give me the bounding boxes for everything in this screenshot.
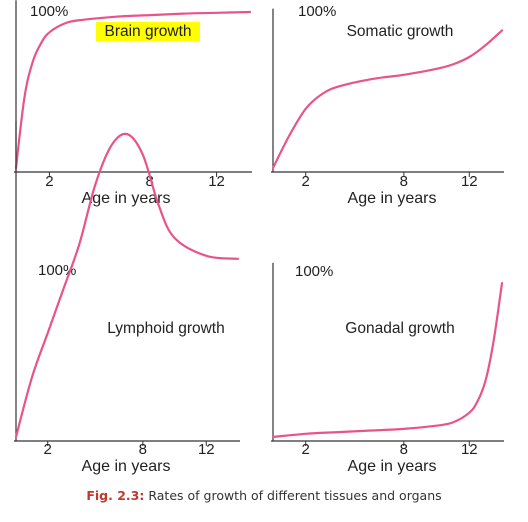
figure-caption: Fig. 2.3: Rates of growth of different t… (0, 488, 528, 503)
panel-4-tick-label: 2 (302, 441, 310, 458)
panel-3-title: Lymphoid growth (107, 320, 224, 337)
panel-3-x-label: Age in years (82, 458, 171, 475)
caption-label: Fig. 2.3: (86, 488, 144, 503)
panel-2-title: Somatic growth (347, 23, 454, 40)
panel-4-tick-label: 12 (461, 441, 478, 458)
panel-4-growth-curve (273, 283, 502, 437)
panel-2-tick-label: 12 (461, 173, 478, 190)
panel-4-tick-label: 8 (400, 441, 408, 458)
panel-2-tick-label: 8 (400, 173, 408, 190)
caption-text: Rates of growth of different tissues and… (148, 488, 441, 503)
panel-1-tick-label: 12 (208, 173, 225, 190)
panel-2-percent-mark: 100% (298, 3, 336, 20)
panel-1-title: Brain growth (104, 23, 191, 40)
panel-3-tick-label: 2 (44, 441, 52, 458)
panel-4-x-label: Age in years (348, 458, 437, 475)
panel-1-tick-label: 2 (45, 173, 53, 190)
panel-3-tick-label: 8 (139, 441, 147, 458)
panel-2-tick-label: 2 (302, 173, 310, 190)
panel-4-title: Gonadal growth (345, 320, 454, 337)
panel-1-percent-mark: 100% (30, 3, 68, 20)
panel-2-growth-curve (273, 30, 502, 168)
panel-2-x-label: Age in years (348, 190, 437, 207)
panel-4-percent-mark: 100% (295, 263, 333, 280)
panel-3-tick-label: 12 (198, 441, 215, 458)
